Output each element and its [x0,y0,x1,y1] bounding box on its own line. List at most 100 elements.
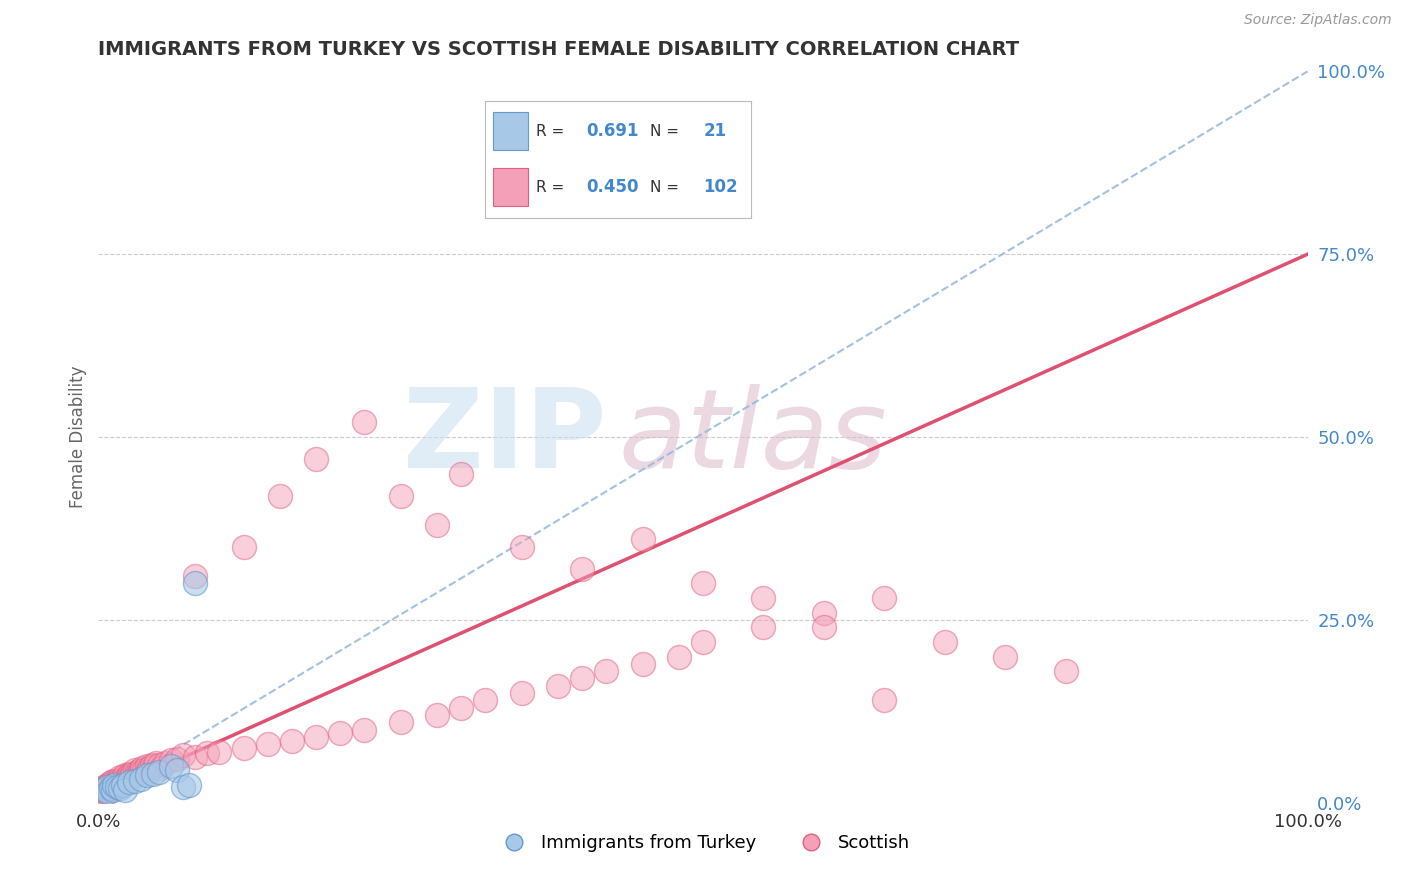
Point [118,768,141,782]
Point [94,782,117,797]
Point [353,416,375,430]
Point [752,591,775,605]
Point [93,780,115,794]
Point [145,756,167,770]
Point [1054,664,1077,678]
Point [111,773,134,788]
Point [142,766,165,780]
Point [138,761,160,775]
Point [101,778,124,792]
Point [131,761,153,775]
Point [105,773,128,788]
Point [172,748,194,763]
Point [96,781,118,796]
Point [104,778,127,792]
Point [96,780,118,794]
Point [103,778,125,792]
Point [114,772,136,787]
Point [873,591,896,605]
Point [129,772,152,787]
Point [101,782,124,797]
Point [121,766,143,780]
Point [329,726,352,740]
Point [128,763,150,777]
Text: Source: ZipAtlas.com: Source: ZipAtlas.com [1244,13,1392,28]
Point [108,770,131,784]
Point [135,759,157,773]
Point [124,773,146,788]
Point [91,785,114,799]
Point [111,770,134,784]
Point [256,737,278,751]
Point [631,533,654,547]
Point [305,730,328,744]
Point [595,664,617,678]
Point [547,679,569,693]
Point [103,775,125,789]
Point [101,773,124,788]
Point [105,775,128,789]
Point [111,778,134,792]
Point [148,765,170,780]
Point [96,778,118,792]
Point [752,620,775,634]
Point [813,620,835,634]
Point [114,782,136,797]
Y-axis label: Female Disability: Female Disability [69,366,87,508]
Point [172,780,194,794]
Point [426,708,449,723]
Point [166,763,188,777]
Point [127,766,149,780]
Point [305,452,328,467]
Point [120,770,142,784]
Point [166,752,188,766]
Point [90,782,112,797]
Point [148,757,170,772]
Point [269,489,291,503]
Point [135,768,157,782]
Point [281,733,304,747]
Point [668,649,690,664]
Legend: Immigrants from Turkey, Scottish: Immigrants from Turkey, Scottish [489,827,917,860]
Point [93,782,115,797]
Point [135,765,157,780]
Point [692,576,714,591]
Point [97,780,120,794]
Point [114,768,136,782]
Point [100,775,122,789]
Point [105,780,128,794]
Point [108,775,131,789]
Point [389,489,412,503]
Point [124,763,146,777]
Point [108,781,131,796]
Point [115,773,138,788]
Point [510,540,533,554]
Point [184,569,207,583]
Point [389,715,412,730]
Point [97,785,120,799]
Point [232,540,254,554]
Point [91,781,114,796]
Text: atlas: atlas [619,384,887,491]
Point [160,759,183,773]
Point [100,781,122,796]
Point [208,745,231,759]
Point [571,562,593,576]
Point [110,778,132,792]
Point [118,766,141,780]
Point [129,765,152,780]
Point [631,657,654,671]
Point [353,723,375,737]
Point [510,686,533,700]
Point [232,740,254,755]
Point [934,635,956,649]
Point [160,753,183,767]
Point [450,700,472,714]
Point [100,782,122,797]
Point [118,772,141,787]
Point [450,467,472,481]
Point [134,763,156,777]
Point [873,693,896,707]
Point [150,761,173,775]
Point [117,770,139,784]
